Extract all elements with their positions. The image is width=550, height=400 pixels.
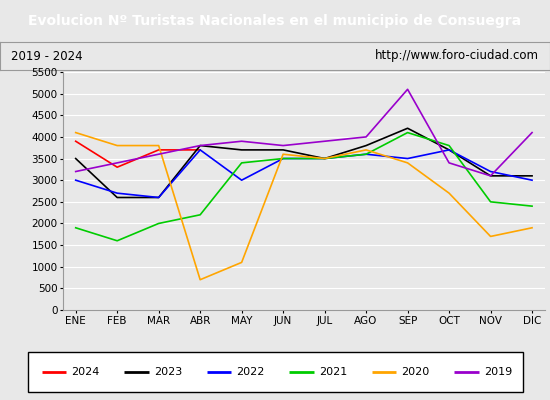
Text: 2024: 2024 [71, 367, 100, 377]
Text: http://www.foro-ciudad.com: http://www.foro-ciudad.com [375, 50, 539, 62]
Text: 2021: 2021 [318, 367, 347, 377]
Text: 2022: 2022 [236, 367, 265, 377]
Text: 2019 - 2024: 2019 - 2024 [11, 50, 82, 62]
Text: Evolucion Nº Turistas Nacionales en el municipio de Consuegra: Evolucion Nº Turistas Nacionales en el m… [29, 14, 521, 28]
Text: 2019: 2019 [484, 367, 512, 377]
Text: 2023: 2023 [154, 367, 182, 377]
Text: 2020: 2020 [402, 367, 430, 377]
